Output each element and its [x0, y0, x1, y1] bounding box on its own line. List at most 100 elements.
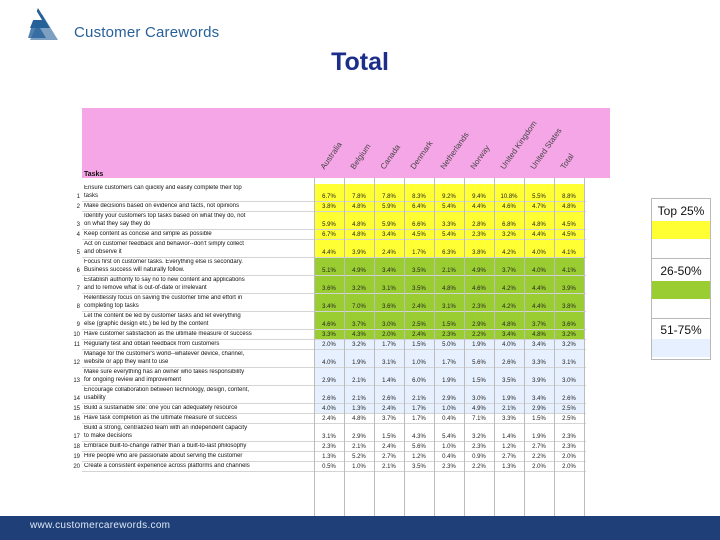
row-task-text: Make sure everything has an owner who ta…: [84, 369, 304, 384]
table-cell: 2.2%: [532, 454, 546, 460]
table-cell: 3.5%: [412, 464, 426, 470]
table-cell: 2.1%: [352, 396, 366, 402]
table-cell: 1.9%: [502, 396, 516, 402]
table-cell: 4.2%: [502, 286, 516, 292]
legend-26-50: 26-50%: [651, 258, 711, 320]
row-task-text: Focus first on customer tasks. Everythin…: [84, 259, 304, 274]
table-cell: 0.4%: [442, 454, 456, 460]
row-task-line: Act on customer feedback and behavior--d…: [84, 241, 244, 247]
table-cell: 4.0%: [532, 268, 546, 274]
table-cell: 5.9%: [382, 222, 396, 228]
row-number: 16: [73, 416, 80, 422]
row-task-text: Have task completion as the ultimate mea…: [84, 415, 304, 423]
table-row: 8 Relentlessly focus on saving the custom…: [77, 294, 610, 312]
table-cell: 0.4%: [442, 416, 456, 422]
table-cell: 5.5%: [532, 194, 546, 200]
table-cell: 1.0%: [442, 444, 456, 450]
table-cell: 5.6%: [472, 360, 486, 366]
table-cell: 3.1%: [322, 434, 336, 440]
table-cell: 0.9%: [472, 454, 486, 460]
table-cell: 2.1%: [412, 396, 426, 402]
table-row: 13 Make sure everything has an owner who …: [73, 368, 610, 386]
table-cell: 9.2%: [442, 194, 456, 200]
table-cell: 7.0%: [352, 304, 366, 310]
table-cell: 2.1%: [442, 268, 456, 274]
table-cell: 4.2%: [502, 304, 516, 310]
table-cell: 1.7%: [412, 406, 426, 412]
row-task-text: Regularly test and obtain feedback from …: [84, 341, 304, 349]
table-cell: 3.2%: [352, 342, 366, 348]
table-cell: 3.0%: [472, 396, 486, 402]
table-cell: 2.0%: [322, 342, 336, 348]
row-task-line: Keep content as concise and simple as po…: [84, 231, 212, 237]
table-cell: 1.9%: [442, 378, 456, 384]
row-task-line: Build a sustainable site: one you can ad…: [84, 405, 238, 411]
table-row: 10 Have customer satisfaction as the ulti…: [73, 330, 610, 340]
grid-line: [314, 178, 315, 540]
row-divider: [82, 413, 586, 414]
table-cell: 2.1%: [502, 406, 516, 412]
table-cell: 3.4%: [532, 342, 546, 348]
table-cell: 3.5%: [502, 378, 516, 384]
row-divider: [82, 441, 586, 442]
table-cell: 2.9%: [442, 396, 456, 402]
row-number: 1: [76, 194, 80, 200]
highlight-band: [314, 258, 584, 340]
row-divider: [82, 201, 586, 202]
table-cell: 2.5%: [562, 416, 576, 422]
table-cell: 5.4%: [442, 434, 456, 440]
table-cell: 4.8%: [562, 204, 576, 210]
table-cell: 1.5%: [442, 322, 456, 328]
legend-swatch-top-25: [652, 221, 710, 239]
table-cell: 2.1%: [352, 444, 366, 450]
table-cell: 2.9%: [322, 378, 336, 384]
row-task-text: Let the content be led by customer tasks…: [84, 313, 304, 328]
table-cell: 2.3%: [562, 444, 576, 450]
table-cell: 4.0%: [322, 360, 336, 366]
table-cell: 4.3%: [412, 434, 426, 440]
table-cell: 1.7%: [382, 342, 396, 348]
row-task-text: Keep content as concise and simple as po…: [84, 231, 304, 239]
table-cell: 3.9%: [352, 250, 366, 256]
table-cell: 2.4%: [382, 250, 396, 256]
table-cell: 2.0%: [562, 464, 576, 470]
table-cell: 3.8%: [472, 250, 486, 256]
table-cell: 1.7%: [412, 250, 426, 256]
table-cell: 4.8%: [502, 322, 516, 328]
legend-top-25: Top 25%: [651, 198, 711, 260]
row-task-line: website or app they want to use: [84, 358, 169, 365]
row-number: 4: [76, 232, 80, 238]
table-cell: 4.0%: [322, 406, 336, 412]
table-cell: 1.5%: [532, 416, 546, 422]
row-task-line: usability: [84, 394, 106, 401]
table-cell: 4.7%: [532, 204, 546, 210]
table-cell: 3.3%: [442, 222, 456, 228]
table-cell: 4.8%: [352, 416, 366, 422]
row-divider: [82, 367, 586, 368]
row-task-line: tasks: [84, 192, 99, 199]
table-cell: 3.5%: [412, 286, 426, 292]
row-divider: [82, 229, 586, 230]
table-cell: 4.5%: [562, 222, 576, 228]
row-task-line: else (graphic design etc.) be led by the…: [84, 320, 209, 327]
legend-swatch-26-50: [652, 281, 710, 299]
table-row: 1 Ensure customers can quickly and easily…: [77, 184, 610, 202]
grid-line: [404, 178, 405, 540]
table-cell: 2.0%: [382, 332, 396, 338]
table-cell: 0.5%: [322, 464, 336, 470]
table-cell: 4.4%: [532, 286, 546, 292]
row-task-line: and observe it: [84, 248, 122, 255]
row-task-line: Regularly test and obtain feedback from …: [84, 341, 220, 347]
row-divider: [82, 403, 586, 404]
table-cell: 4.6%: [502, 204, 516, 210]
row-task-line: Let the content be led by customer tasks…: [84, 313, 241, 319]
table-cell: 4.3%: [352, 332, 366, 338]
highlight-band: [314, 184, 584, 258]
row-number: 18: [73, 444, 80, 450]
table-cell: 3.7%: [502, 268, 516, 274]
table-cell: 1.2%: [502, 444, 516, 450]
table-cell: 3.7%: [532, 322, 546, 328]
table-cell: 2.5%: [562, 406, 576, 412]
table-cell: 3.6%: [382, 304, 396, 310]
table-cell: 3.1%: [382, 286, 396, 292]
